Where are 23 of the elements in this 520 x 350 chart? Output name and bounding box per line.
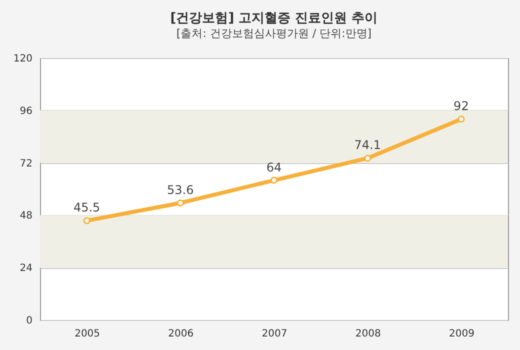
point (458, 116, 465, 123)
x-tick-label: 2009 (448, 328, 474, 340)
point (270, 176, 278, 184)
point (83, 217, 90, 224)
x-tick-label: 2008 (355, 328, 381, 340)
data-label: 74.1 (354, 138, 381, 152)
x-tick-label: 2005 (74, 328, 100, 340)
y-tick-label: 72 (20, 158, 32, 170)
point (176, 199, 184, 206)
y-tick-label: 120 (13, 54, 32, 64)
chart-subtitle: [출처: 건강보험심사평가원 / 단위:만명] (176, 27, 372, 40)
y-tick-label: 0 (26, 316, 32, 326)
data-label: 45.5 (73, 200, 100, 215)
x-tick-label: 2006 (168, 328, 194, 340)
data-label: 53.6 (167, 182, 194, 197)
y-tick-label: 96 (20, 106, 32, 117)
point (364, 154, 372, 162)
data-label: 64 (266, 160, 282, 174)
y-tick-label: 48 (20, 210, 32, 222)
data-label: 92 (454, 99, 469, 114)
x-tick-label: 2007 (262, 328, 288, 340)
chart-title: [건강보험] 고지혈증 진료인원 추이 (170, 11, 378, 26)
y-tick-label: 24 (20, 263, 32, 274)
